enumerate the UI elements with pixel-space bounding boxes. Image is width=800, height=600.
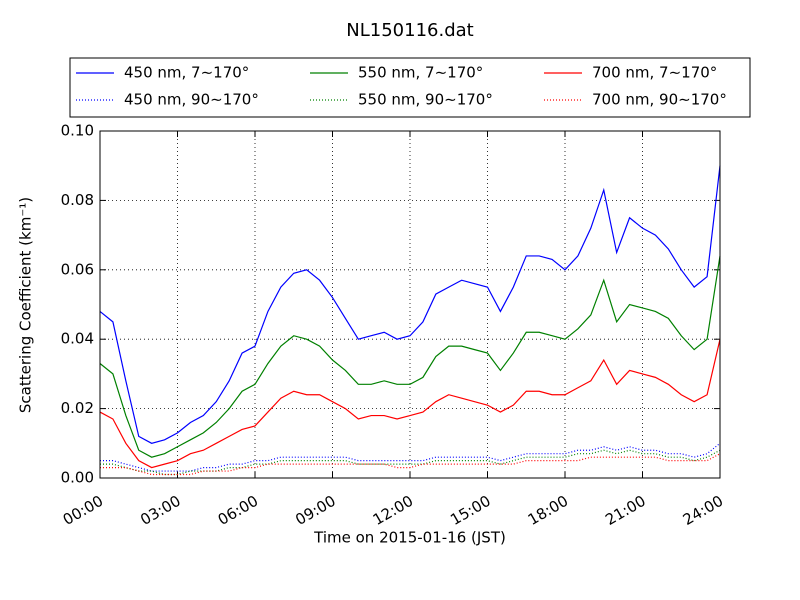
legend-label: 450 nm, 90∼170° bbox=[124, 91, 259, 109]
y-tick-label: 0.06 bbox=[61, 260, 94, 278]
y-tick-label: 0.00 bbox=[61, 469, 94, 487]
series-line bbox=[100, 453, 721, 476]
x-tick-label: 09:00 bbox=[292, 492, 338, 529]
series-line bbox=[99, 165, 721, 444]
x-tick-label: 15:00 bbox=[447, 492, 493, 529]
series-line bbox=[99, 255, 721, 458]
x-tick-label: 06:00 bbox=[215, 492, 261, 529]
series-line bbox=[99, 339, 721, 469]
x-tick-label: 24:00 bbox=[680, 492, 726, 529]
x-axis-label: Time on 2015-01-16 (JST) bbox=[313, 529, 506, 547]
y-tick-label: 0.02 bbox=[61, 399, 94, 417]
x-tick-label: 00:00 bbox=[60, 492, 106, 529]
y-tick-label: 0.10 bbox=[61, 122, 94, 140]
y-tick-label: 0.04 bbox=[61, 330, 94, 348]
x-tick-label: 21:00 bbox=[602, 492, 648, 529]
series-line bbox=[100, 449, 721, 476]
series-line bbox=[100, 442, 721, 472]
legend-label: 700 nm, 7∼170° bbox=[592, 64, 717, 82]
legend-label: 450 nm, 7∼170° bbox=[124, 64, 249, 82]
x-tick-label: 12:00 bbox=[370, 492, 416, 529]
legend-label: 700 nm, 90∼170° bbox=[592, 91, 727, 109]
legend-label: 550 nm, 90∼170° bbox=[358, 91, 493, 109]
chart-title: NL150116.dat bbox=[346, 20, 473, 41]
legend-box bbox=[69, 57, 751, 118]
x-tick-label: 03:00 bbox=[137, 492, 183, 529]
plot-frame bbox=[99, 130, 721, 479]
y-axis-label: Scattering Coefficient (km⁻¹) bbox=[17, 197, 35, 413]
legend-label: 550 nm, 7∼170° bbox=[358, 64, 483, 82]
x-tick-label: 18:00 bbox=[525, 492, 571, 529]
y-tick-label: 0.08 bbox=[61, 191, 94, 209]
